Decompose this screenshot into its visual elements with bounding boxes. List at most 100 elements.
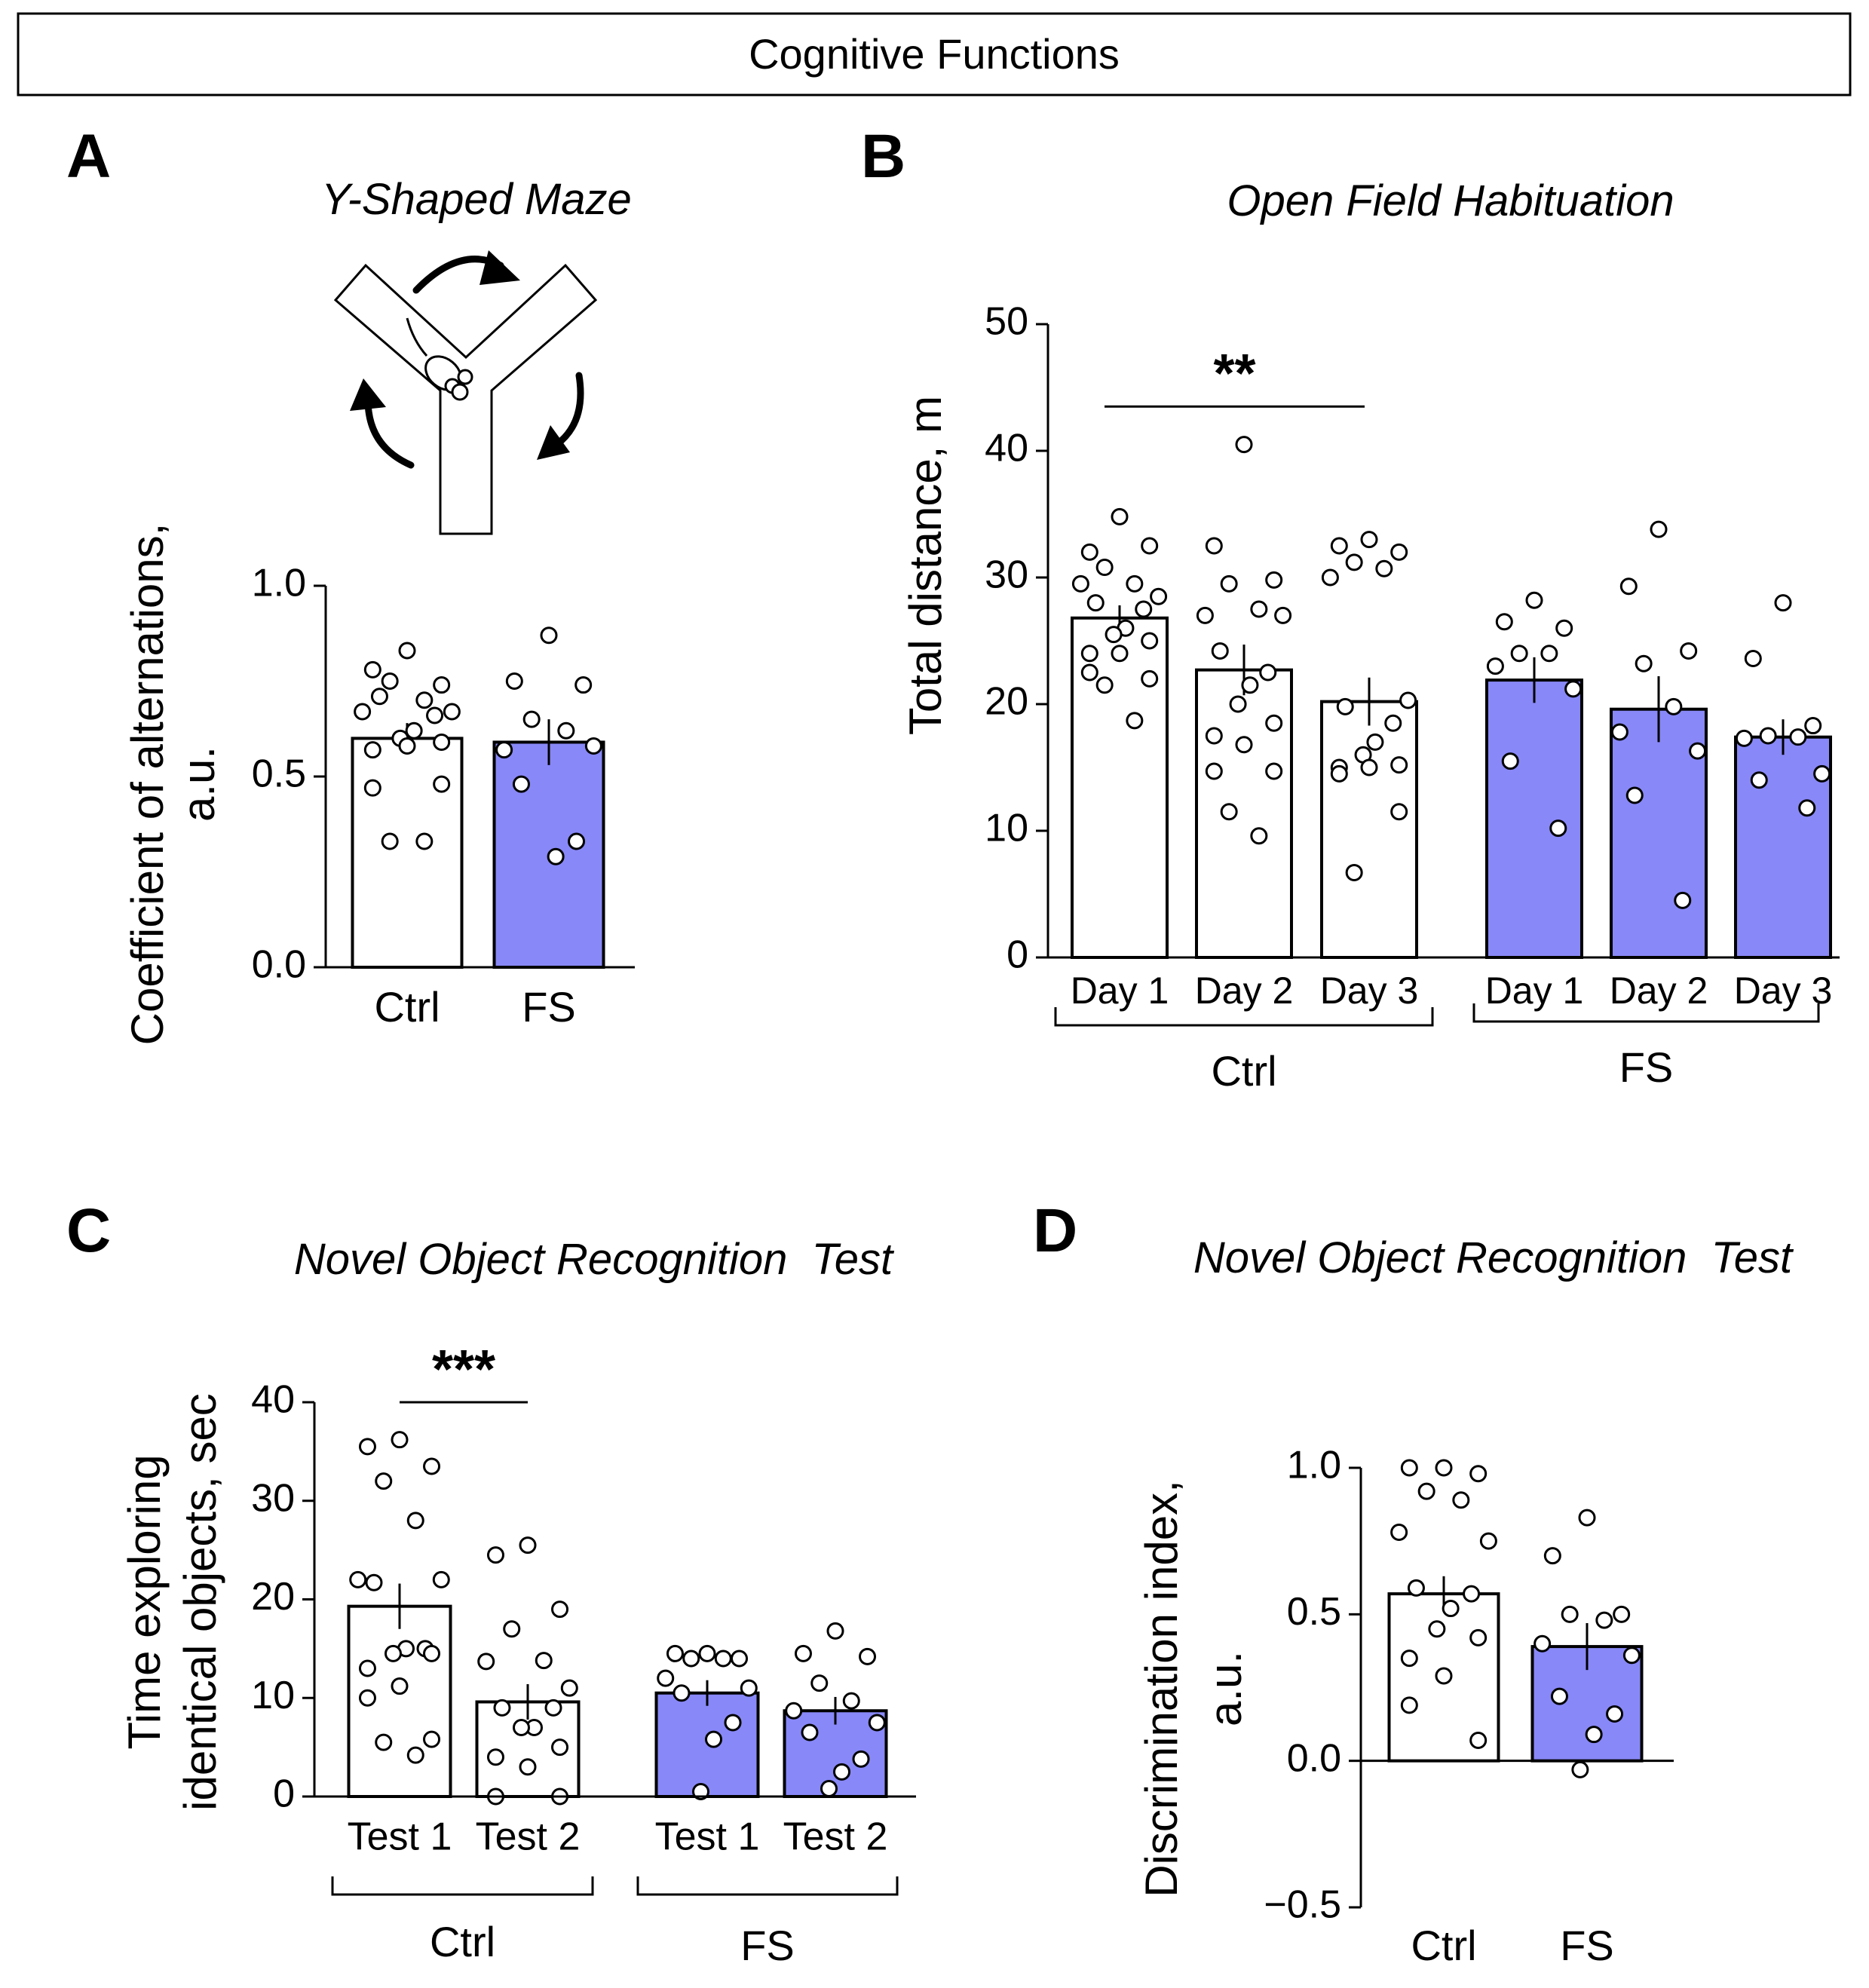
data-point <box>1111 645 1129 663</box>
data-point <box>682 1650 700 1668</box>
data-point <box>433 775 451 793</box>
data-point <box>358 1659 376 1677</box>
data-point <box>426 706 444 724</box>
data-point <box>1407 1579 1425 1597</box>
data-point <box>560 1679 578 1697</box>
data-point <box>495 741 513 759</box>
x-category-label: Ctrl <box>374 983 440 1031</box>
y-tick-label: 20 <box>251 1575 295 1619</box>
group-bracket <box>1054 1007 1434 1027</box>
data-point <box>1501 752 1519 770</box>
data-point <box>1265 714 1283 732</box>
y-tick-label: 10 <box>251 1674 295 1717</box>
data-point <box>820 1780 838 1798</box>
data-point <box>391 1677 409 1695</box>
data-point <box>1774 594 1792 612</box>
data-point <box>1330 537 1348 555</box>
data-point <box>349 1570 367 1588</box>
data-point <box>433 733 451 751</box>
panel-letter-d: D <box>1033 1196 1077 1265</box>
data-point <box>1330 764 1348 783</box>
data-point <box>415 832 434 850</box>
group-label: Ctrl <box>430 1918 495 1965</box>
data-point <box>363 660 381 678</box>
bar <box>351 737 464 969</box>
y-tick-label: −0.5 <box>1264 1883 1341 1927</box>
data-point <box>1080 543 1098 561</box>
data-point <box>1650 520 1668 538</box>
data-point <box>365 1573 383 1591</box>
data-point <box>852 1750 870 1768</box>
data-point <box>358 1438 376 1456</box>
data-point <box>1428 1620 1446 1638</box>
data-point <box>535 1652 553 1670</box>
data-point <box>714 1650 732 1668</box>
data-point <box>547 847 565 865</box>
data-point <box>1564 680 1583 698</box>
y-tick-label: 0.0 <box>1287 1736 1341 1780</box>
data-point <box>1400 1696 1418 1714</box>
data-point <box>384 1644 402 1662</box>
data-point <box>522 710 541 728</box>
data-point <box>1463 1585 1481 1603</box>
data-point <box>1400 1650 1418 1668</box>
data-point <box>1495 613 1513 631</box>
data-point <box>1366 733 1384 751</box>
data-point <box>381 672 399 690</box>
y-tick-label: 1.0 <box>252 562 306 605</box>
data-point <box>1071 574 1089 593</box>
y-tick-label: 0.5 <box>1287 1590 1341 1634</box>
data-point <box>1759 727 1777 745</box>
group-label: FS <box>1619 1043 1674 1091</box>
data-point <box>398 642 416 660</box>
group-bracket <box>636 1876 899 1896</box>
y-tick-label: 40 <box>985 427 1028 470</box>
data-point <box>1235 436 1253 454</box>
y-axis-label: Time exploring <box>119 1454 170 1749</box>
y-axis-label: a.u. <box>1200 1651 1251 1726</box>
data-point <box>1080 645 1098 663</box>
data-point <box>1105 626 1123 644</box>
data-point <box>1510 645 1528 663</box>
data-point <box>1345 863 1363 881</box>
data-point <box>1578 1509 1596 1527</box>
y-axis-label: Coefficient of alternations, <box>122 523 173 1046</box>
data-point <box>1095 676 1114 694</box>
significance-label: *** <box>432 1340 495 1400</box>
x-category-label: Test 1 <box>348 1815 452 1859</box>
data-point <box>657 1669 675 1687</box>
data-point <box>493 1699 511 1717</box>
data-point <box>423 1644 441 1662</box>
data-point <box>1613 1605 1631 1623</box>
data-point <box>1205 762 1223 780</box>
data-point <box>731 1650 749 1668</box>
data-point <box>868 1714 886 1732</box>
data-point <box>584 737 602 755</box>
data-point <box>1625 786 1644 804</box>
bar <box>1485 678 1583 960</box>
data-point <box>859 1647 877 1665</box>
rotation-arrow-icon <box>350 250 584 469</box>
x-category-label: Day 3 <box>1320 969 1419 1012</box>
y-tick-label: 40 <box>251 1378 295 1422</box>
data-point <box>1229 695 1247 713</box>
panel-letter-a: A <box>66 122 111 191</box>
y-tick-label: 50 <box>985 300 1028 344</box>
panel-d-title: Novel Object Recognition Test <box>1193 1233 1794 1282</box>
data-point <box>1595 1611 1613 1629</box>
x-category-label: Test 2 <box>783 1815 888 1859</box>
data-point <box>486 1546 504 1564</box>
data-point <box>574 676 593 694</box>
data-point <box>1619 577 1638 596</box>
data-point <box>551 1601 569 1619</box>
data-point <box>1259 663 1277 682</box>
data-point <box>1265 571 1283 589</box>
y-tick-label: 1.0 <box>1287 1444 1341 1487</box>
data-point <box>1141 669 1159 688</box>
x-category-label: Day 1 <box>1485 969 1584 1012</box>
data-point <box>1533 1634 1552 1653</box>
data-point <box>1250 827 1268 845</box>
maze-icon <box>333 263 598 535</box>
data-point <box>1469 1628 1488 1646</box>
